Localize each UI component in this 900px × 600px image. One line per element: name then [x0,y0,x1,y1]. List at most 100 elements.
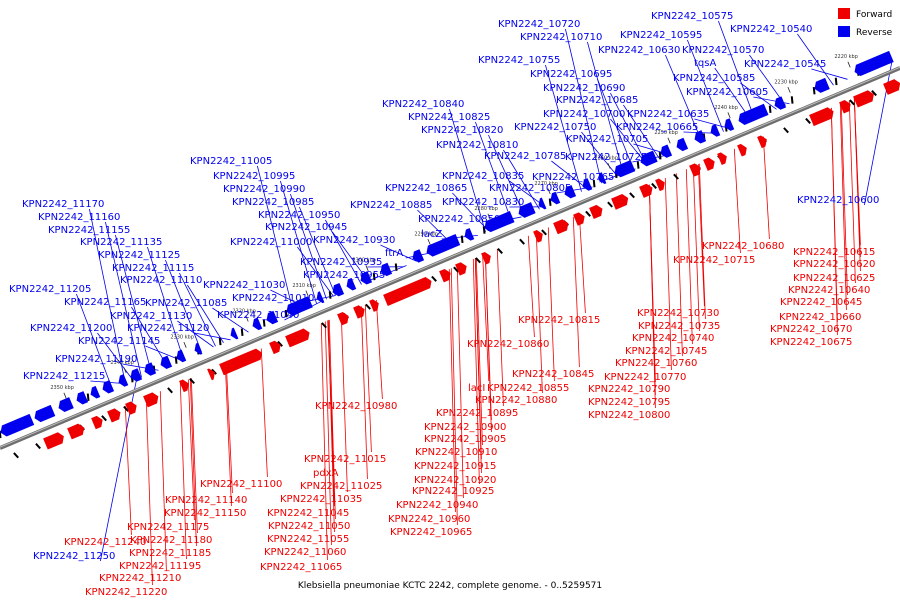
forward-gene-arrow [809,107,834,127]
forward-gene-label: KPN2242_10895 [436,408,518,419]
forward-gene-label: KPN2242_10735 [638,321,720,332]
reverse-leader-line [280,180,317,304]
forward-gene-label: KPN2242_10880 [475,395,557,406]
reverse-leader-line [105,221,142,378]
reverse-gene-arrow [130,368,143,382]
forward-gene-arrow [207,368,215,381]
forward-gene-label: KPN2242_11065 [260,562,342,573]
reverse-gene-label: KPN2242_10810 [436,140,518,151]
forward-gene-label: lacI [468,383,485,394]
forward-gene-label: KPN2242_10925 [412,486,494,497]
reverse-gene-arrow [412,249,425,263]
forward-leader-line [340,314,348,493]
reverse-gene-arrow [598,172,607,185]
kbp-tick-label: 2250 kbp [654,130,678,136]
forward-leader-line [124,405,132,536]
reverse-gene-label: KPN2242_11165 [64,297,146,308]
forward-gene-arrow [383,277,432,306]
reverse-gene-arrow [58,397,74,413]
reverse-gene-arrow [286,296,313,316]
forward-gene-arrow [455,262,467,276]
major-tick [787,86,791,93]
forward-leader-line [830,107,838,336]
reverse-gene-label: KPN2242_10600 [797,195,879,206]
reverse-gene-arrow [582,178,593,191]
minor-tick [871,90,877,97]
forward-gene-label: KPN2242_11210 [99,573,181,584]
forward-leader-line [187,379,195,521]
minor-tick [321,322,327,329]
forward-leader-line [179,382,187,560]
reverse-gene-label: KPN2242_11200 [30,323,112,334]
reverse-gene-arrow [640,150,658,167]
reverse-gene-label: KPN2242_10700 [543,109,625,120]
forward-gene-label: KPN2242_10625 [793,273,875,284]
forward-gene-label: KPN2242_10910 [415,447,497,458]
reverse-gene-label: KPN2242_10720 [498,19,580,30]
reverse-gene-labels: KPN2242_10575 KPN2242_10540 KPN2242_10720 K… [9,11,879,562]
reverse-gene-label: KPN2242_11170 [22,199,104,210]
reverse-gene-arrow [252,317,263,331]
reverse-leader-line [503,149,540,210]
forward-gene-label: KPN2242_10860 [467,339,549,350]
reverse-gene-label: KPN2242_10605 [686,87,768,98]
reverse-gene-label: KPN2242_11000 [230,237,312,248]
reverse-gene-label: KPN2242_10585 [673,73,755,84]
reverse-gene-arrow [774,96,787,110]
forward-leader-line [697,164,705,307]
minor-tick [658,151,662,160]
forward-gene-label: KPN2242_11050 [268,521,350,532]
minor-tick [783,127,789,134]
reverse-gene-arrow [230,327,239,340]
reverse-gene-arrow [694,130,707,144]
kbp-tick-label: 2340 kbp [110,360,134,366]
forward-leader-line [328,319,336,520]
forward-leader-line [762,136,770,240]
forward-leader-line [159,391,167,572]
forward-leader-line [224,363,232,507]
forward-leader-line [145,397,153,586]
forward-leader-line [472,259,480,485]
forward-gene-arrow [107,408,121,423]
forward-leader-line [685,169,693,345]
reverse-gene-label: KPN2242_10825 [408,112,490,123]
reverse-leader-line [581,131,618,177]
reverse-gene-arrow [90,385,101,399]
reverse-leader-line [131,306,168,367]
forward-leader-line [578,214,586,314]
forward-gene-label: KPN2242_11140 [165,495,247,506]
minor-tick [189,377,195,385]
major-tick [727,112,731,119]
forward-leader-line [675,173,683,357]
forward-leader-line [848,100,856,284]
forward-gene-label: KPN2242_11015 [304,454,386,465]
reverse-legend-label: Reverse [856,28,893,38]
minor-tick [585,210,591,217]
reverse-leader-line [187,284,224,343]
reverse-leader-line [452,192,489,232]
forward-gene-arrow [533,230,543,243]
minor-tick [768,105,772,114]
forward-leader-line [475,257,483,446]
reverse-gene-label: KPN2242_10635 [627,109,709,120]
reverse-gene-arrow [738,103,769,125]
forward-gene-label: KPN2242_10960 [388,514,470,525]
forward-gene-arrow [269,340,281,355]
minor-tick [262,319,266,327]
forward-gene-label: KPN2242_11180 [130,535,212,546]
reverse-gene-label: KPN2242_11250 [33,551,115,562]
reverse-gene-label: KPN2242_10930 [313,235,395,246]
forward-gene-arrow [853,90,874,108]
reverse-gene-arrow [814,77,830,93]
reverse-gene-label: tqsA [694,58,716,69]
reverse-gene-label: KPN2242_10630 [598,45,680,56]
reverse-gene-label: KPN2242_10545 [744,59,826,70]
kbp-tick-label: 2280 kbp [474,206,498,212]
reverse-gene-label: KPN2242_10765 [532,172,614,183]
genome-caption: Klebsiella pneumoniae KCTC 2242, complet… [298,581,602,591]
forward-leader-line [698,163,706,320]
kbp-tick-label: 2270 kbp [534,181,558,187]
reverse-gene-label: KPN2242_10690 [543,83,625,94]
reverse-gene-label: KPN2242_11190 [55,354,137,365]
reverse-leader-line [587,41,624,174]
